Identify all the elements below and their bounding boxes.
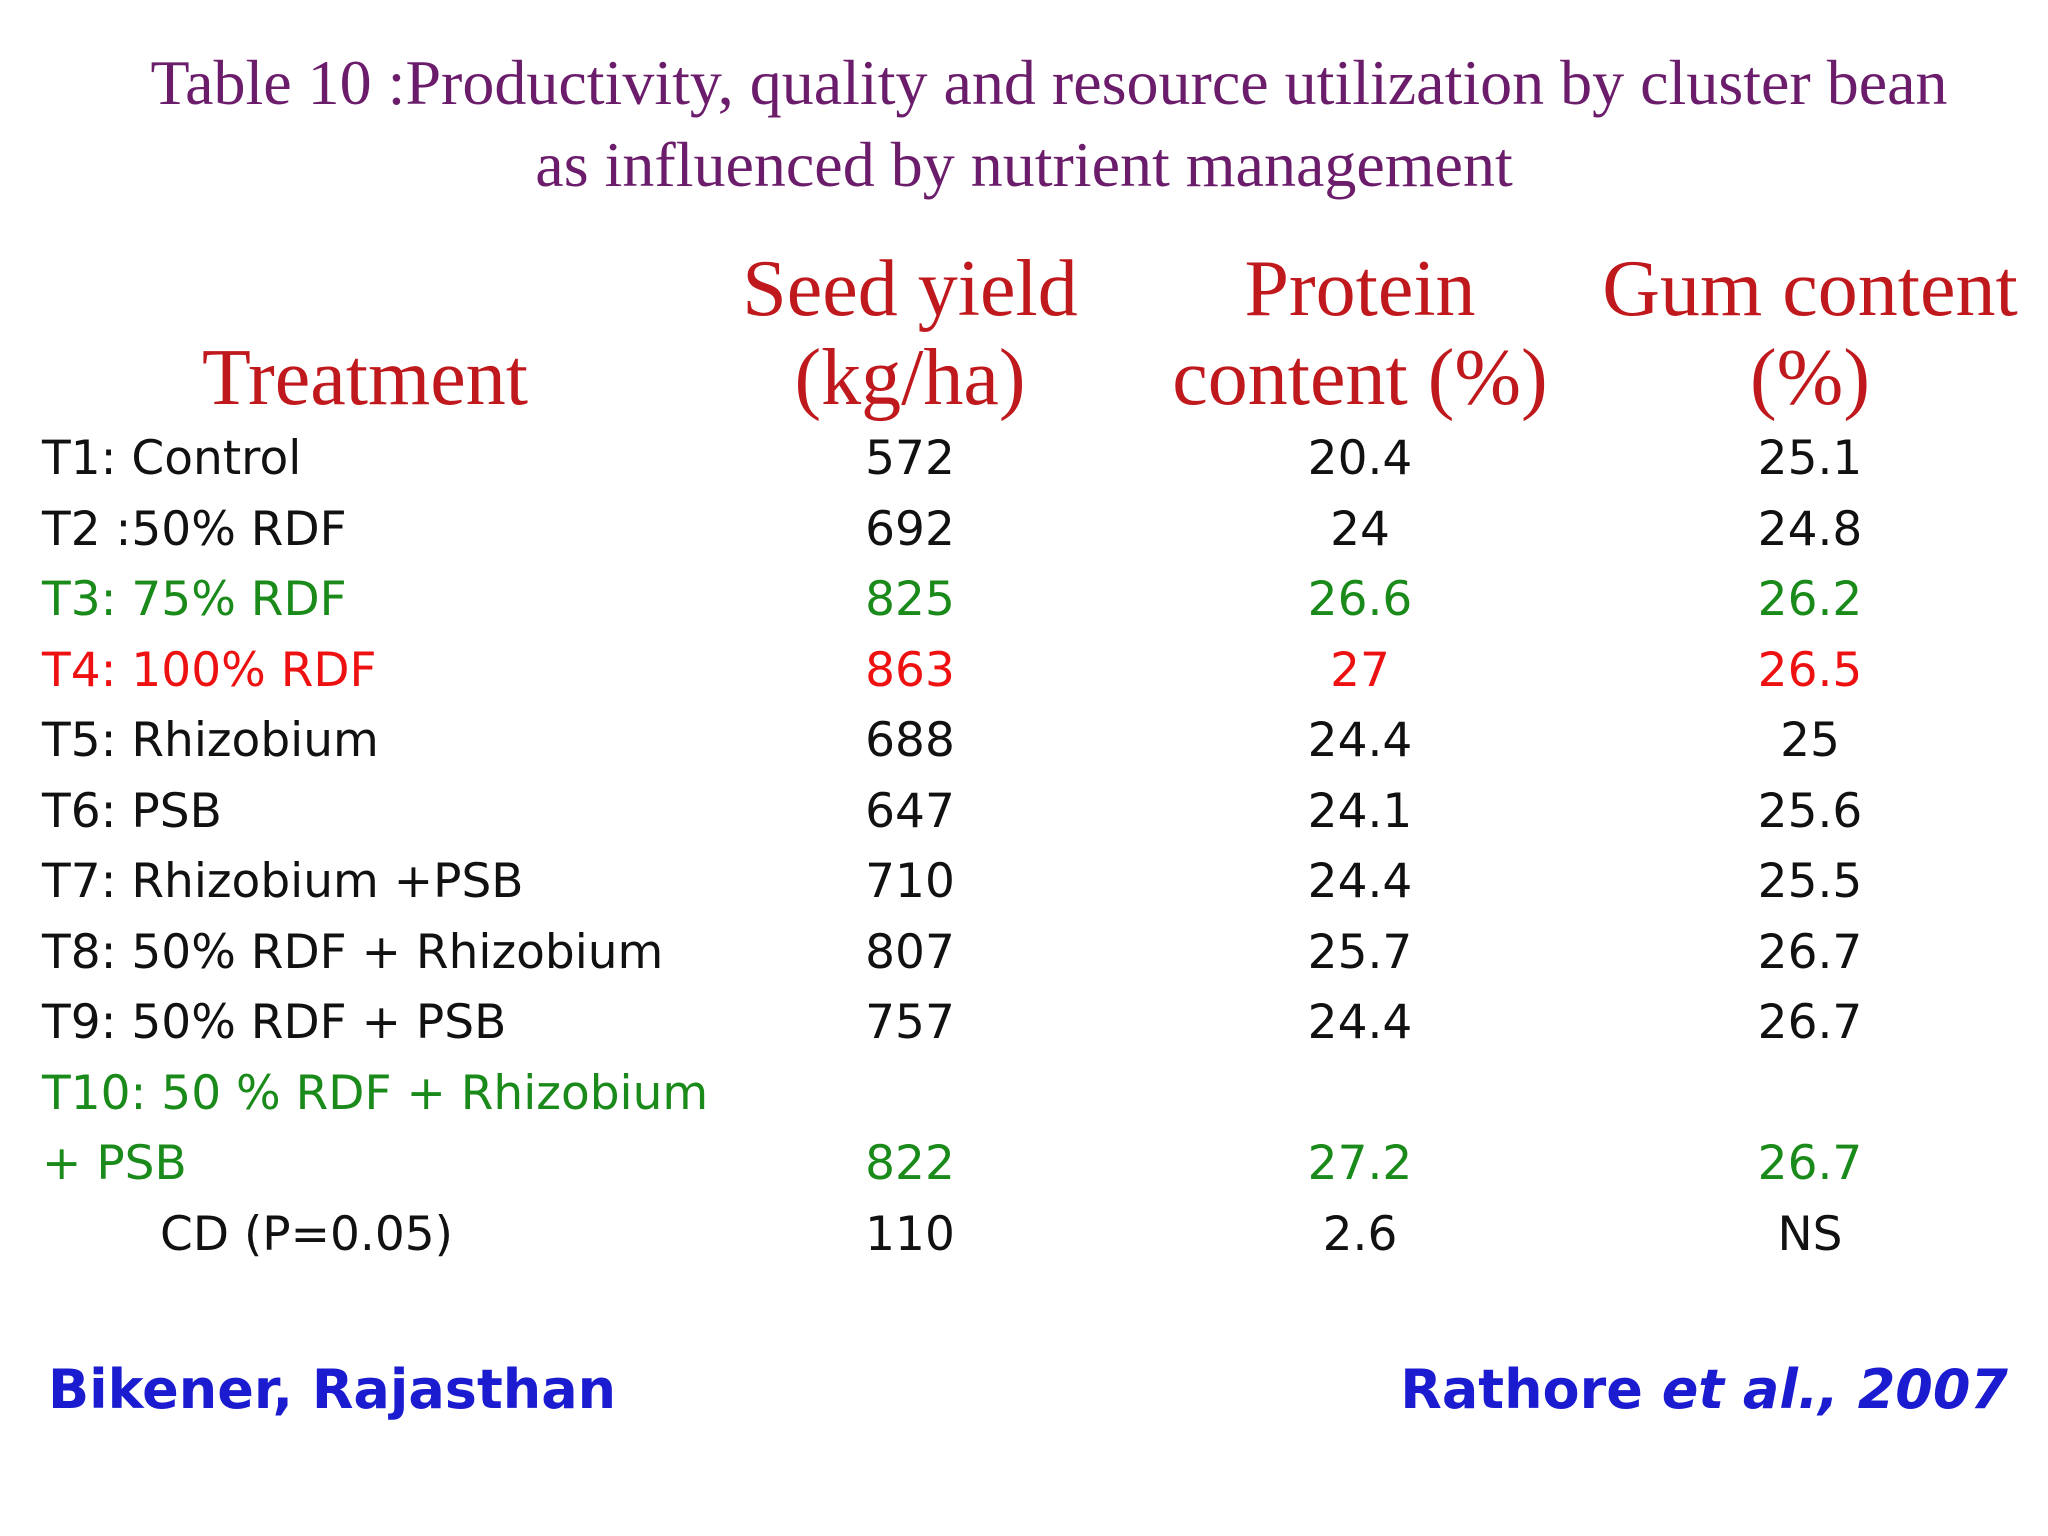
seed-yield-cell: 688 xyxy=(865,713,955,768)
gum-cell: 26.7 xyxy=(1757,1136,1863,1191)
protein-cell: 27.2 xyxy=(1307,1136,1413,1191)
table-row-t3: T3: 75% RDF 825 26.6 26.2 xyxy=(0,565,2048,636)
gum-cell: 26.7 xyxy=(1757,924,1863,980)
header-seed-yield-line-2: (kg/ha) xyxy=(794,334,1026,422)
header-protein-content: Protein content (%) xyxy=(1140,245,1580,423)
header-protein-line-2: content (%) xyxy=(1172,334,1548,422)
table-row-t1: T1: Control 572 20.4 25.1 xyxy=(0,424,2048,495)
seed-yield-cell: 647 xyxy=(865,783,955,839)
table-row-t9: T9: 50% RDF + PSB 757 24.4 26.7 xyxy=(0,988,2048,1059)
seed-yield-cell: 710 xyxy=(865,854,955,909)
citation: Rathore et al., 2007 xyxy=(1400,1355,2008,1425)
treatment-cell: T7: Rhizobium +PSB xyxy=(42,854,524,909)
seed-yield-cell: 807 xyxy=(865,924,955,980)
treatment-cell: T6: PSB xyxy=(42,783,222,839)
seed-yield-cell: 863 xyxy=(865,642,955,698)
table-row-t4: T4: 100% RDF 863 27 26.5 xyxy=(0,636,2048,707)
gum-cell: NS xyxy=(1777,1206,1843,1262)
treatment-cell: T8: 50% RDF + Rhizobium xyxy=(42,924,664,980)
header-gum-line-2: (%) xyxy=(1750,334,1870,422)
protein-cell: 27 xyxy=(1330,642,1390,698)
seed-yield-cell: 822 xyxy=(865,1136,955,1191)
data-table: T1: Control 572 20.4 25.1 T2 :50% RDF 69… xyxy=(0,424,2048,1270)
gum-cell: 26.7 xyxy=(1757,995,1863,1050)
header-treatment-label: Treatment xyxy=(202,334,528,422)
protein-cell: 25.7 xyxy=(1307,924,1413,980)
seed-yield-cell: 110 xyxy=(865,1206,955,1262)
treatment-cell: T2 :50% RDF xyxy=(42,501,347,557)
title-line-1: Table 10 :Productivity, quality and reso… xyxy=(150,47,1948,118)
gum-cell: 26.2 xyxy=(1757,572,1863,627)
location-label: Bikener, Rajasthan xyxy=(48,1358,617,1421)
gum-cell: 25.1 xyxy=(1757,431,1863,486)
gum-cell: 25.6 xyxy=(1757,783,1863,839)
protein-cell: 24.4 xyxy=(1307,995,1413,1050)
protein-cell: 26.6 xyxy=(1307,572,1413,627)
protein-cell: 24 xyxy=(1330,501,1390,557)
header-seed-yield-line-1: Seed yield xyxy=(742,245,1078,333)
header-treatment: Treatment xyxy=(150,334,580,423)
table-row-t7: T7: Rhizobium +PSB 710 24.4 25.5 xyxy=(0,847,2048,918)
header-gum-content: Gum content (%) xyxy=(1580,245,2040,423)
seed-yield-cell: 825 xyxy=(865,572,955,627)
header-seed-yield: Seed yield (kg/ha) xyxy=(700,245,1120,423)
treatment-cell: T5: Rhizobium xyxy=(42,713,379,768)
table-row-t2: T2 :50% RDF 692 24 24.8 xyxy=(0,495,2048,566)
table-row-cd: CD (P=0.05) 110 2.6 NS xyxy=(0,1200,2048,1271)
treatment-cell: T1: Control xyxy=(42,431,302,486)
gum-cell: 25 xyxy=(1780,713,1840,768)
treatment-cell: T4: 100% RDF xyxy=(42,642,377,698)
treatment-cell: T10: 50 % RDF + Rhizobium xyxy=(42,1065,709,1121)
title-line-2: as influenced by nutrient management xyxy=(535,129,1513,200)
treatment-cell: + PSB xyxy=(42,1136,187,1191)
protein-cell: 20.4 xyxy=(1307,431,1413,486)
citation-author: Rathore xyxy=(1400,1358,1643,1421)
seed-yield-cell: 757 xyxy=(865,995,955,1050)
seed-yield-cell: 692 xyxy=(865,501,955,557)
gum-cell: 24.8 xyxy=(1757,501,1863,557)
treatment-cell: T9: 50% RDF + PSB xyxy=(42,995,507,1050)
table-row-t6: T6: PSB 647 24.1 25.6 xyxy=(0,777,2048,848)
protein-cell: 24.4 xyxy=(1307,854,1413,909)
slide-title: Table 10 :Productivity, quality and reso… xyxy=(0,42,2048,206)
treatment-cell: CD (P=0.05) xyxy=(160,1206,453,1262)
protein-cell: 24.4 xyxy=(1307,713,1413,768)
gum-cell: 25.5 xyxy=(1757,854,1863,909)
protein-cell: 24.1 xyxy=(1307,783,1413,839)
header-protein-line-1: Protein xyxy=(1244,245,1476,333)
table-row-t10-line-2: + PSB 822 27.2 26.7 xyxy=(0,1129,2048,1200)
seed-yield-cell: 572 xyxy=(865,431,955,486)
header-gum-line-1: Gum content xyxy=(1602,245,2018,333)
gum-cell: 26.5 xyxy=(1757,642,1863,698)
citation-etal: et al., 2007 xyxy=(1661,1358,2008,1421)
table-row-t8: T8: 50% RDF + Rhizobium 807 25.7 26.7 xyxy=(0,918,2048,989)
table-row-t10-line-1: T10: 50 % RDF + Rhizobium xyxy=(0,1059,2048,1130)
protein-cell: 2.6 xyxy=(1322,1206,1398,1262)
treatment-cell: T3: 75% RDF xyxy=(42,572,347,627)
table-row-t5: T5: Rhizobium 688 24.4 25 xyxy=(0,706,2048,777)
